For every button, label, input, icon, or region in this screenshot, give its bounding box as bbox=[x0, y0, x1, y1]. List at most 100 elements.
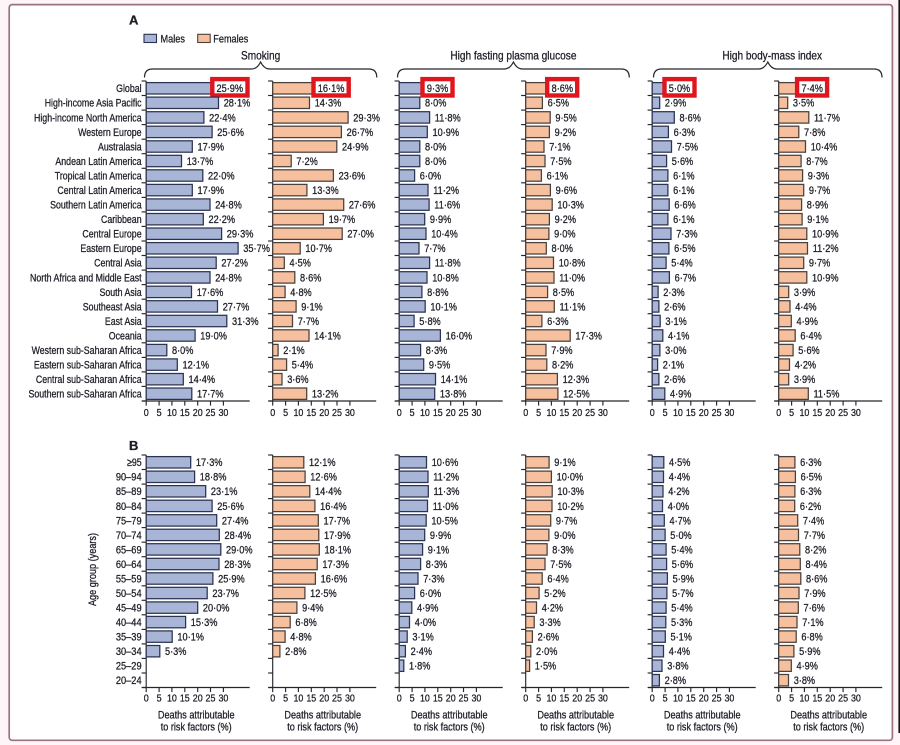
svg-text:20: 20 bbox=[825, 407, 835, 419]
svg-text:3·8%: 3·8% bbox=[667, 661, 689, 673]
svg-text:5·3%: 5·3% bbox=[671, 617, 693, 629]
svg-text:B: B bbox=[129, 438, 138, 453]
svg-text:25: 25 bbox=[585, 407, 595, 419]
svg-text:6·1%: 6·1% bbox=[673, 185, 695, 197]
svg-text:30: 30 bbox=[218, 693, 228, 705]
svg-text:10: 10 bbox=[546, 407, 556, 419]
svg-text:22·4%: 22·4% bbox=[209, 112, 236, 124]
svg-text:5·4%: 5·4% bbox=[292, 360, 314, 372]
svg-text:10·1%: 10·1% bbox=[430, 301, 457, 313]
svg-text:Females: Females bbox=[213, 33, 248, 45]
svg-text:Age group (years): Age group (years) bbox=[87, 533, 99, 606]
svg-text:55–59: 55–59 bbox=[116, 573, 142, 585]
svg-text:10·2%: 10·2% bbox=[557, 501, 584, 513]
svg-text:25·9%: 25·9% bbox=[217, 83, 244, 95]
svg-text:10·1%: 10·1% bbox=[177, 632, 204, 644]
svg-text:0: 0 bbox=[523, 407, 528, 419]
svg-text:18·1%: 18·1% bbox=[325, 544, 352, 556]
svg-text:18·8%: 18·8% bbox=[200, 472, 227, 484]
svg-text:14·4%: 14·4% bbox=[189, 374, 216, 386]
svg-text:Eastern Europe: Eastern Europe bbox=[80, 243, 141, 255]
svg-text:4·5%: 4·5% bbox=[669, 457, 691, 469]
svg-text:6·3%: 6·3% bbox=[674, 127, 696, 139]
svg-text:15: 15 bbox=[812, 693, 822, 705]
svg-text:28·4%: 28·4% bbox=[225, 530, 252, 542]
svg-text:8·0%: 8·0% bbox=[425, 141, 447, 153]
svg-text:5·9%: 5·9% bbox=[673, 573, 695, 585]
svg-text:15: 15 bbox=[306, 693, 316, 705]
svg-text:8·7%: 8·7% bbox=[806, 156, 828, 168]
svg-text:7·3%: 7·3% bbox=[676, 229, 698, 241]
svg-text:3·8%: 3·8% bbox=[794, 675, 816, 687]
svg-text:26·7%: 26·7% bbox=[347, 127, 374, 139]
svg-text:6·4%: 6·4% bbox=[547, 573, 569, 585]
svg-text:Tropical Latin America: Tropical Latin America bbox=[55, 170, 143, 182]
svg-text:4·9%: 4·9% bbox=[670, 389, 692, 401]
svg-text:7·7%: 7·7% bbox=[804, 530, 826, 542]
svg-text:1·5%: 1·5% bbox=[535, 661, 557, 673]
svg-text:12·1%: 12·1% bbox=[183, 360, 210, 372]
svg-text:6·8%: 6·8% bbox=[295, 617, 317, 629]
svg-text:7·7%: 7·7% bbox=[424, 243, 446, 255]
svg-text:11·2%: 11·2% bbox=[433, 472, 459, 484]
svg-text:3·6%: 3·6% bbox=[287, 374, 309, 386]
svg-text:8·3%: 8·3% bbox=[426, 559, 448, 571]
svg-text:11·8%: 11·8% bbox=[435, 258, 461, 270]
svg-text:11·2%: 11·2% bbox=[813, 243, 839, 255]
svg-text:20·0%: 20·0% bbox=[203, 603, 230, 615]
svg-text:4·9%: 4·9% bbox=[417, 603, 439, 615]
svg-text:20: 20 bbox=[699, 693, 709, 705]
svg-text:15·3%: 15·3% bbox=[191, 617, 218, 629]
svg-text:25: 25 bbox=[838, 693, 848, 705]
svg-text:3·0%: 3·0% bbox=[665, 345, 687, 357]
svg-text:9·5%: 9·5% bbox=[555, 112, 577, 124]
svg-text:12·5%: 12·5% bbox=[310, 588, 337, 600]
svg-text:25: 25 bbox=[712, 693, 722, 705]
svg-text:Southern sub-Saharan Africa: Southern sub-Saharan Africa bbox=[29, 389, 143, 401]
svg-text:5·6%: 5·6% bbox=[798, 345, 820, 357]
svg-text:8·2%: 8·2% bbox=[552, 360, 574, 372]
svg-text:24·8%: 24·8% bbox=[215, 200, 242, 212]
svg-text:3·3%: 3·3% bbox=[539, 617, 561, 629]
svg-text:2·9%: 2·9% bbox=[665, 98, 687, 110]
svg-text:9·1%: 9·1% bbox=[807, 214, 829, 226]
svg-text:3·1%: 3·1% bbox=[412, 632, 434, 644]
svg-text:17·7%: 17·7% bbox=[324, 515, 351, 527]
svg-text:3·9%: 3·9% bbox=[794, 287, 816, 299]
svg-text:4·0%: 4·0% bbox=[668, 501, 690, 513]
svg-text:10·9%: 10·9% bbox=[812, 229, 839, 241]
svg-text:9·1%: 9·1% bbox=[554, 457, 576, 469]
svg-text:10·8%: 10·8% bbox=[559, 258, 586, 270]
svg-text:7·9%: 7·9% bbox=[551, 345, 573, 357]
svg-text:5·6%: 5·6% bbox=[672, 559, 694, 571]
svg-text:to risk factors (%): to risk factors (%) bbox=[667, 722, 738, 734]
svg-text:5: 5 bbox=[283, 693, 288, 705]
svg-text:6·6%: 6·6% bbox=[674, 200, 696, 212]
svg-text:9·5%: 9·5% bbox=[429, 360, 451, 372]
svg-text:6·7%: 6·7% bbox=[675, 272, 697, 284]
svg-text:13·7%: 13·7% bbox=[187, 156, 214, 168]
svg-text:8·8%: 8·8% bbox=[427, 287, 449, 299]
svg-text:0: 0 bbox=[523, 693, 528, 705]
svg-text:Deaths attributable: Deaths attributable bbox=[284, 710, 361, 722]
svg-text:5: 5 bbox=[536, 407, 541, 419]
svg-text:≥95: ≥95 bbox=[127, 457, 142, 469]
svg-text:30: 30 bbox=[218, 407, 228, 419]
svg-text:to risk factors (%): to risk factors (%) bbox=[540, 722, 611, 734]
svg-text:Western sub-Saharan Africa: Western sub-Saharan Africa bbox=[32, 345, 143, 357]
svg-text:25·6%: 25·6% bbox=[217, 127, 244, 139]
svg-text:30: 30 bbox=[851, 693, 861, 705]
svg-text:25: 25 bbox=[712, 407, 722, 419]
svg-text:25·9%: 25·9% bbox=[218, 573, 245, 585]
svg-text:2·6%: 2·6% bbox=[664, 301, 686, 313]
svg-text:80–84: 80–84 bbox=[116, 501, 142, 513]
svg-text:25–29: 25–29 bbox=[116, 661, 142, 673]
svg-text:4·2%: 4·2% bbox=[542, 603, 564, 615]
svg-text:10·4%: 10·4% bbox=[431, 229, 458, 241]
svg-text:65–69: 65–69 bbox=[116, 544, 142, 556]
svg-text:North Africa and Middle East: North Africa and Middle East bbox=[30, 272, 142, 284]
svg-text:3·9%: 3·9% bbox=[794, 374, 816, 386]
svg-text:90–94: 90–94 bbox=[116, 472, 142, 484]
svg-text:Australasia: Australasia bbox=[98, 141, 142, 153]
svg-text:29·3%: 29·3% bbox=[353, 112, 380, 124]
